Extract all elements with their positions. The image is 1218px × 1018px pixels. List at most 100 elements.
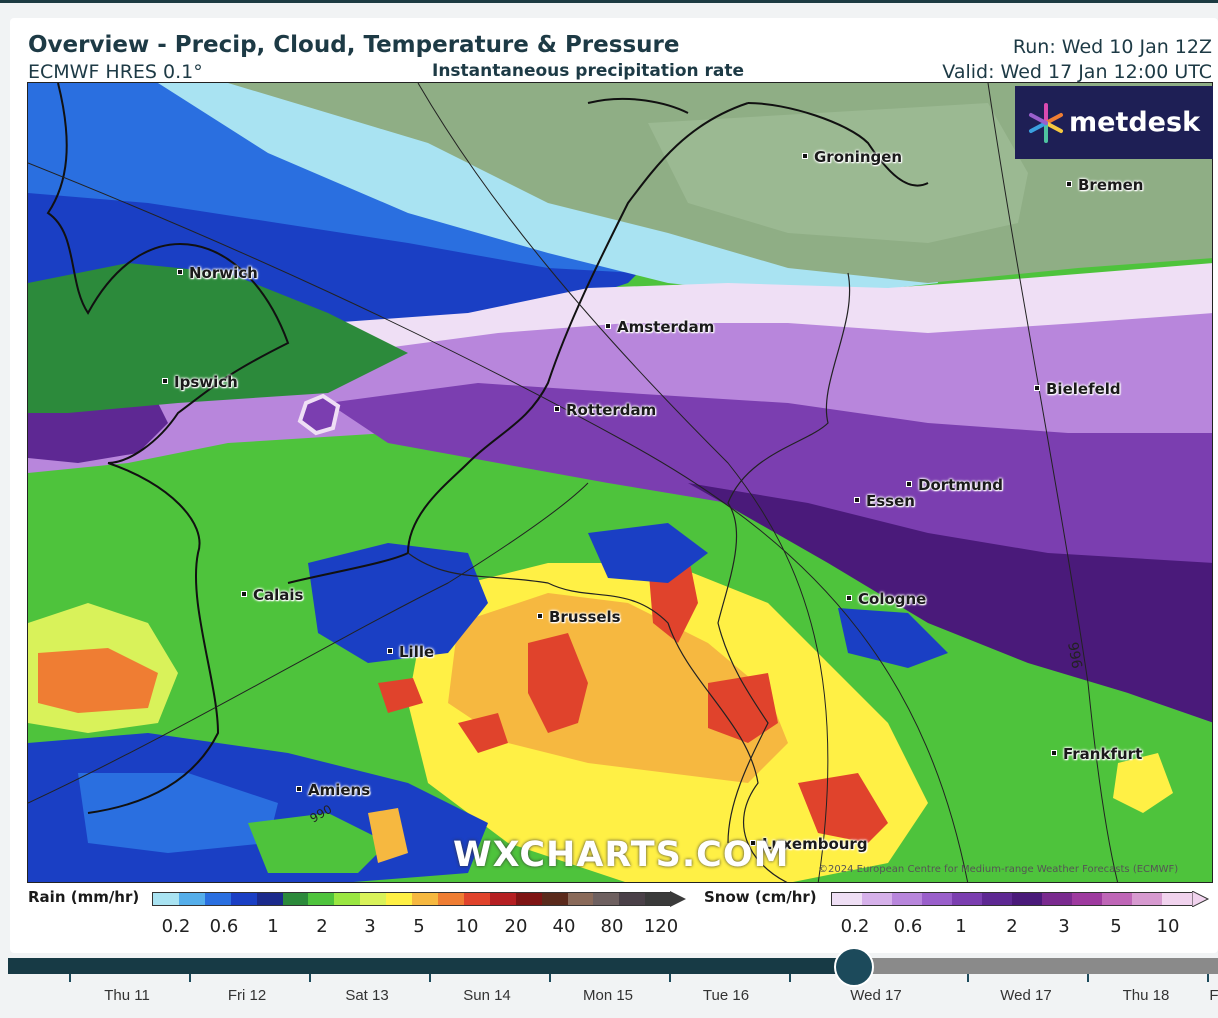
rain-legend-label: Rain (mm/hr) <box>28 888 140 906</box>
isobar-line <box>987 83 1119 882</box>
timeline-day-label[interactable]: F <box>1209 987 1218 1004</box>
timeline-tick <box>189 974 191 982</box>
snow-colorbar-segment <box>1012 893 1042 905</box>
rain-tick: 5 <box>413 916 425 937</box>
snow-colorbar-segment <box>922 893 952 905</box>
city-label: Bremen <box>1078 176 1144 194</box>
city-cologne: Cologne <box>846 590 926 608</box>
rain-colorbar-segment <box>178 893 205 905</box>
rain-colorbar-segment <box>619 893 646 905</box>
rain-tick: 20 <box>504 916 528 937</box>
rain-cell-southeast <box>798 773 888 843</box>
timeline-day-label[interactable]: Thu 18 <box>1122 987 1170 1004</box>
coastline-germany <box>747 102 929 187</box>
rain-cell-lille <box>378 678 423 713</box>
city-ipswich: Ipswich <box>162 373 238 391</box>
timeline-day-label[interactable]: Mon 15 <box>582 987 634 1004</box>
timeline-day-label[interactable]: Tue 16 <box>702 987 750 1004</box>
rain-tick: 0.6 <box>209 916 239 937</box>
rain-colorbar-segment <box>204 893 231 905</box>
city-calais: Calais <box>241 586 303 604</box>
city-dortmund: Dortmund <box>906 476 1003 494</box>
snow-tick: 3 <box>1058 916 1070 937</box>
timeline-day-label[interactable]: Sun 14 <box>463 987 511 1004</box>
snow-colorbar-segment <box>1162 893 1192 905</box>
city-marker <box>750 839 756 846</box>
timeline-day-label[interactable]: Wed 17 <box>850 987 902 1004</box>
snow-colorbar <box>831 892 1193 906</box>
forecast-timeline[interactable]: Thu 11 Fri 12 Sat 13 Sun 14 Mon 15 Tue 1… <box>8 947 1218 1018</box>
rain-area-south-light <box>78 773 278 853</box>
city-marker <box>296 785 302 792</box>
rain-colorbar-segment <box>282 893 309 905</box>
snow-colorbar-segment <box>1042 893 1072 905</box>
city-groningen: Groningen <box>802 148 902 166</box>
snow-legend-label: Snow (cm/hr) <box>704 888 817 906</box>
rain-colorbar-segment <box>567 893 594 905</box>
rain-area-brussels-north <box>588 523 708 583</box>
top-border <box>0 0 1218 3</box>
rain-cell-west-heavy <box>38 648 158 713</box>
rain-colorbar-segment <box>645 893 672 905</box>
city-bremen: Bremen <box>1066 176 1144 194</box>
city-label: Rotterdam <box>566 401 657 419</box>
city-marker <box>846 594 852 601</box>
snow-tick: 10 <box>1156 916 1180 937</box>
city-label: Essen <box>866 492 915 510</box>
city-lille: Lille <box>387 643 434 661</box>
rain-tick: 80 <box>600 916 624 937</box>
snow-colorbar-segment <box>952 893 982 905</box>
city-label: Bielefeld <box>1046 380 1121 398</box>
rain-cell-amiens <box>368 808 408 863</box>
rain-tick: 10 <box>455 916 479 937</box>
timeline-day-label[interactable]: Sat 13 <box>345 987 389 1004</box>
snow-band-purple <box>328 383 1212 723</box>
city-luxembourg: Luxembourg <box>750 835 868 853</box>
snow-tick: 5 <box>1110 916 1122 937</box>
city-marker <box>854 496 860 503</box>
coastline-france <box>87 462 220 814</box>
city-amsterdam: Amsterdam <box>605 318 714 336</box>
timeline-tick <box>1087 974 1089 982</box>
snow-colorbar-arrow <box>1192 891 1210 907</box>
run-time: Run: Wed 10 Jan 12Z <box>1012 36 1212 58</box>
timeline-tick <box>549 974 551 982</box>
city-marker <box>1066 180 1072 187</box>
border-be <box>407 552 788 882</box>
snow-colorbar-segment <box>832 893 862 905</box>
snow-colorbar-segment <box>862 893 892 905</box>
timeline-day-label[interactable]: Wed 17 <box>1000 987 1052 1004</box>
rain-cell-frankfurt <box>1113 753 1173 813</box>
snow-tick: 0.6 <box>893 916 923 937</box>
city-marker <box>241 590 247 597</box>
city-essen: Essen <box>854 492 915 510</box>
isobar-line <box>417 83 829 882</box>
timeline-progress[interactable] <box>8 958 855 974</box>
city-label: Dortmund <box>918 476 1004 494</box>
rain-colorbar-segment <box>386 893 413 905</box>
metdesk-logo: metdesk <box>1015 86 1213 159</box>
rain-cell-east <box>708 673 778 743</box>
timeline-day-label[interactable]: Fri 12 <box>227 987 267 1004</box>
model-label: ECMWF HRES 0.1° <box>28 61 203 83</box>
timeline-tick <box>789 974 791 982</box>
city-label: Calais <box>253 586 304 604</box>
chart-title: Overview - Precip, Cloud, Temperature & … <box>28 32 680 58</box>
city-label: Cologne <box>858 590 927 608</box>
rain-tick: 2 <box>316 916 328 937</box>
wxcharts-watermark: WXCHARTS.COM <box>453 835 790 875</box>
rain-colorbar-segment <box>437 893 464 905</box>
rain-tick: 1 <box>267 916 279 937</box>
city-label: Norwich <box>189 264 258 282</box>
rain-colorbar-segment <box>230 893 257 905</box>
snow-colorbar-segment <box>1132 893 1162 905</box>
weather-map[interactable]: 996 990 <box>27 82 1213 883</box>
wadden-islands <box>587 97 689 114</box>
snow-colorbar-segment <box>1102 893 1132 905</box>
timeline-track[interactable] <box>855 958 1218 974</box>
timeline-tick <box>69 974 71 982</box>
rain-colorbar-segment <box>256 893 283 905</box>
timeline-slider-handle[interactable] <box>834 947 874 987</box>
isobar-line <box>28 162 969 882</box>
timeline-day-label[interactable]: Thu 11 <box>104 987 150 1004</box>
